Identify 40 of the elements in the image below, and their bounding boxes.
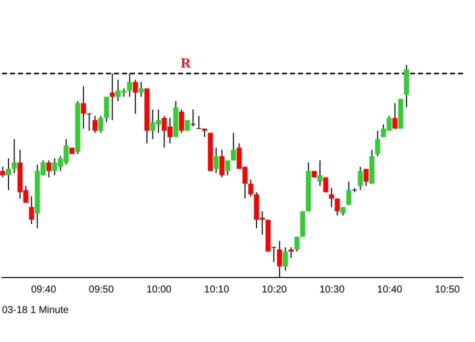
x-tick-label: 10:10 (204, 284, 230, 296)
candlestick (219, 149, 224, 178)
candlestick (225, 160, 230, 176)
candlestick (29, 196, 34, 224)
candlestick (98, 115, 104, 134)
candlestick (179, 109, 184, 134)
candlestick (104, 96, 110, 123)
candlestick (196, 115, 202, 130)
candlestick (364, 168, 369, 186)
x-tick-label: 10:20 (262, 284, 288, 296)
candlestick (190, 109, 196, 127)
candlestick (214, 147, 219, 174)
x-tick-label: 10:50 (434, 284, 460, 296)
candlestick (92, 115, 98, 134)
candlestick (317, 160, 322, 186)
candlestick (271, 246, 276, 263)
x-tick-label: 09:40 (31, 284, 57, 296)
candlestick (294, 236, 300, 252)
candlestick (0, 166, 6, 178)
candlestick (328, 187, 334, 208)
candlestick (248, 178, 254, 197)
x-tick-label: 10:00 (146, 284, 172, 296)
candlestick (282, 246, 288, 272)
candlestick (86, 113, 92, 132)
candlestick (288, 246, 294, 258)
candlestick (375, 130, 380, 157)
text: 03-18 1 Minute (2, 305, 69, 316)
candlestick (132, 79, 138, 114)
candlestick (334, 198, 340, 216)
candlestick (12, 138, 17, 174)
ref-line-label: R (180, 56, 192, 72)
x-tick-label: 10:30 (319, 284, 345, 296)
candlestick (6, 158, 12, 191)
candlestick (46, 160, 52, 178)
candlestick (138, 81, 144, 98)
candlestick (392, 102, 398, 130)
candlestick (230, 132, 236, 161)
candlestick (358, 166, 363, 191)
x-tick-label: 10:40 (377, 284, 403, 296)
x-tick-label: 09:50 (88, 284, 114, 296)
